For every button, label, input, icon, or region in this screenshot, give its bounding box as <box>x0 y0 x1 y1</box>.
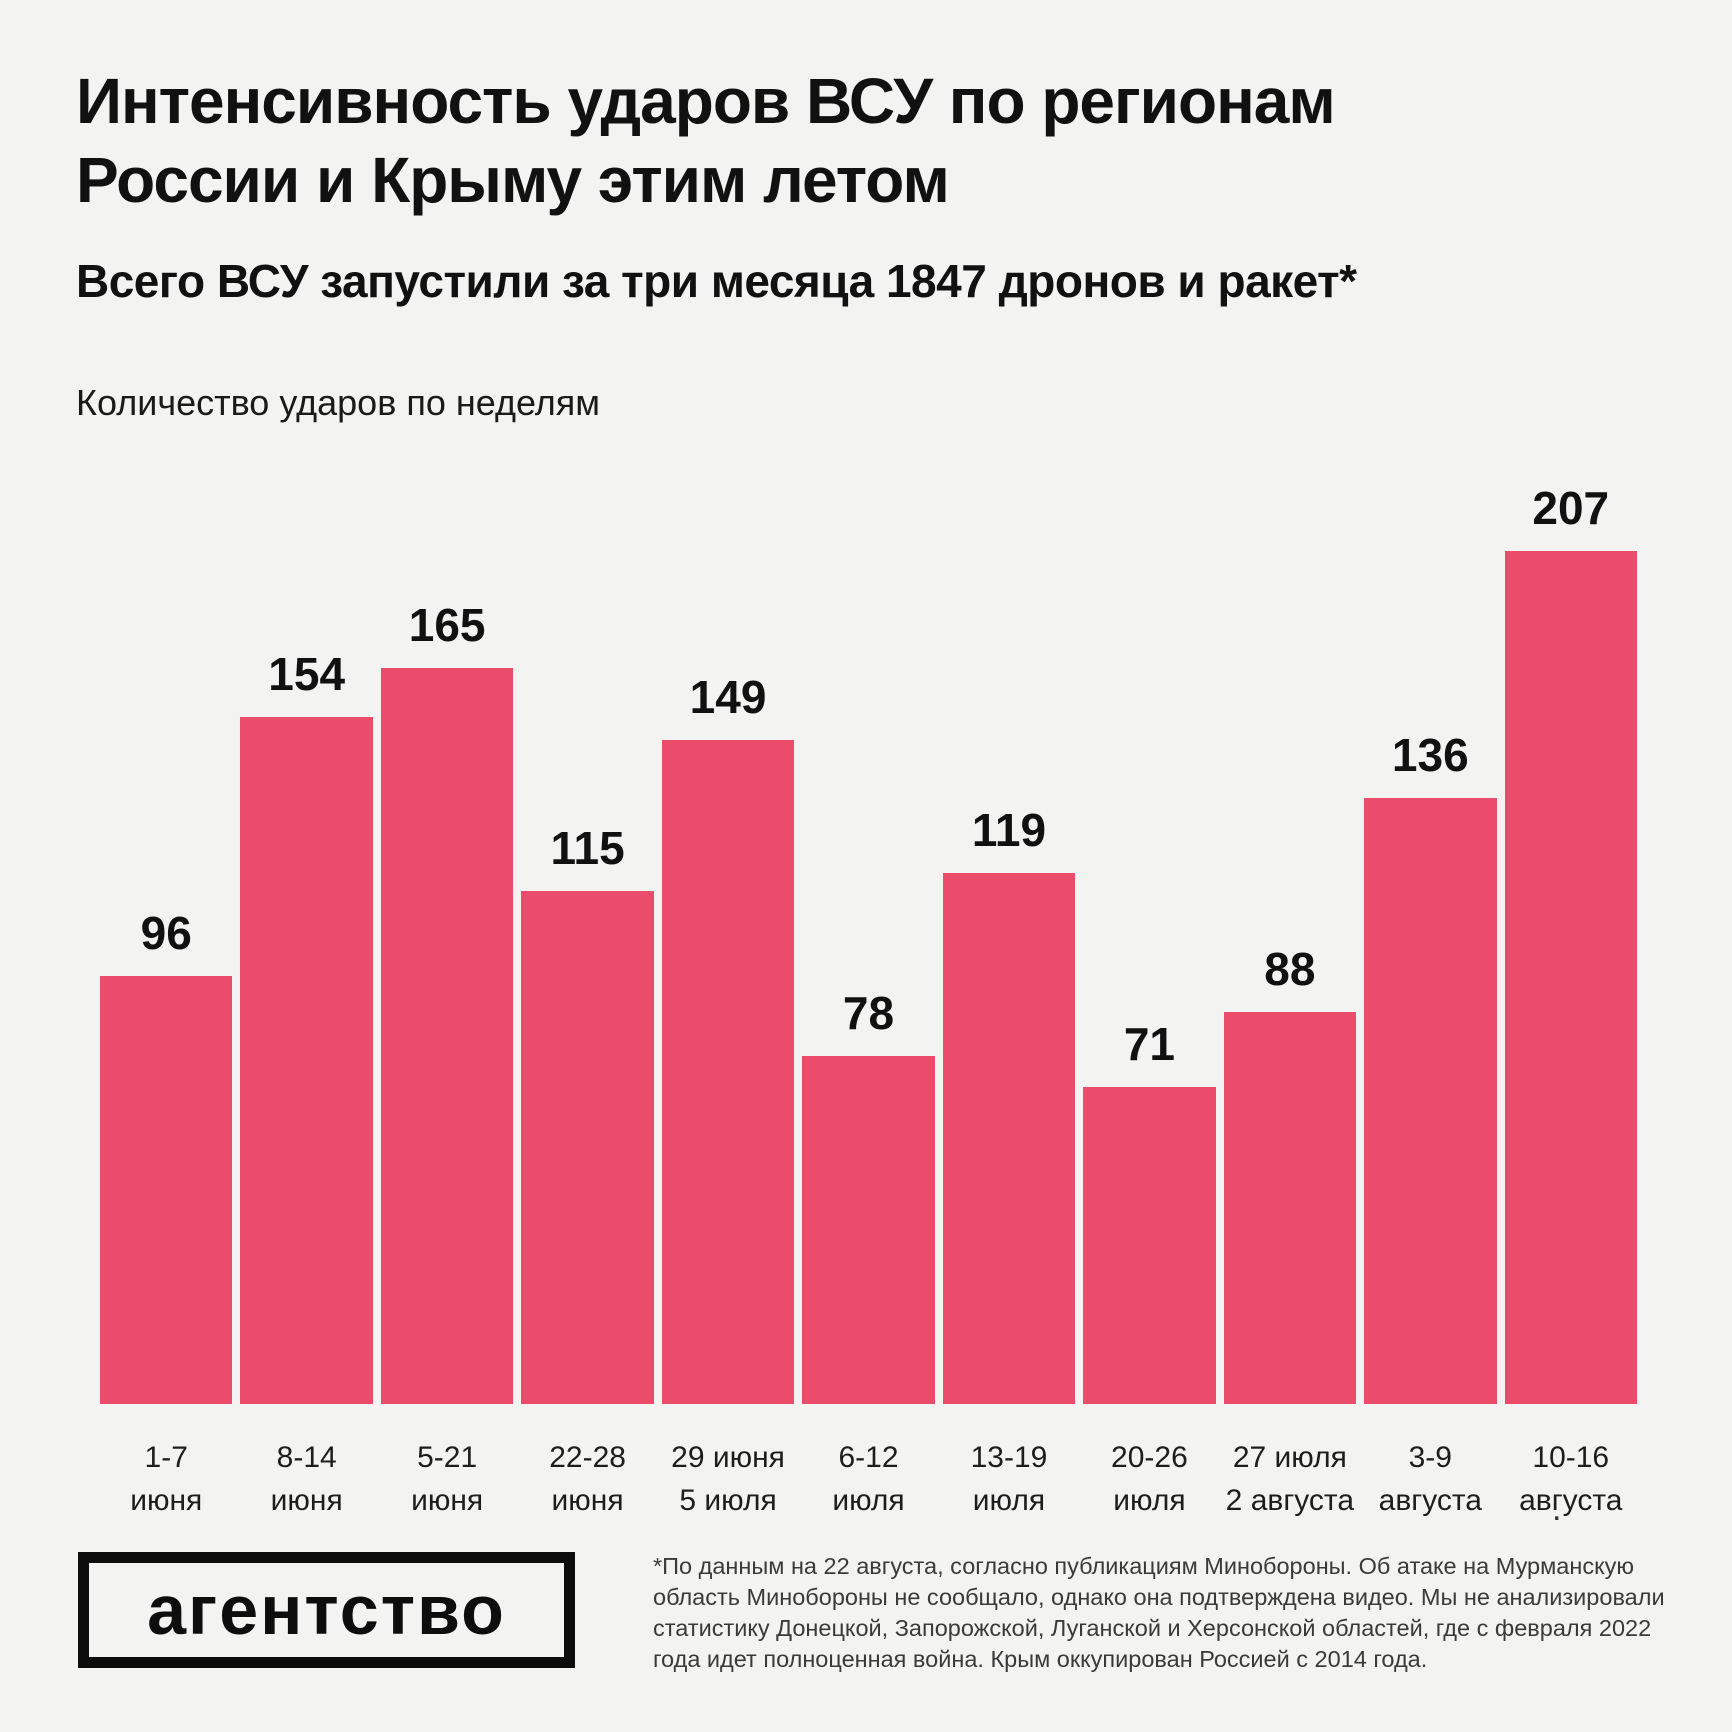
bar <box>1364 797 1497 1404</box>
bar-column: 71 <box>1083 481 1216 1404</box>
x-axis-label: 8-14 июня <box>240 1436 372 1522</box>
bar <box>1083 1087 1216 1404</box>
bar <box>661 739 795 1404</box>
footnote-line-4: года идет полноценная война. Крым оккупи… <box>653 1646 1428 1672</box>
x-axis-label: 20-26 июля <box>1083 1436 1215 1522</box>
bar-value-label: 136 <box>1391 728 1469 781</box>
bar <box>942 873 1076 1404</box>
footnote: *По данным на 22 августа, согласно публи… <box>653 1551 1665 1675</box>
bar-value-label: 96 <box>140 906 192 959</box>
bar-column: 119 <box>942 481 1076 1404</box>
x-axis-label: 1-7 июня <box>100 1436 232 1522</box>
bar <box>1504 551 1637 1404</box>
x-axis-label: 22-28 июня <box>521 1436 653 1522</box>
x-axis-label-line: июля <box>972 1484 1046 1517</box>
bar-column: 154 <box>240 481 373 1404</box>
x-axis-label-line: 8-14 <box>276 1441 337 1474</box>
x-axis-label: 5-21 июня <box>381 1436 513 1522</box>
bar-value-label: 78 <box>842 987 895 1040</box>
bar-column: 207 <box>1504 481 1637 1404</box>
bar-column: 78 <box>802 481 935 1404</box>
x-axis-label: 13-19 июля <box>943 1436 1075 1522</box>
footnote-line-2: область Минобороны не сообщало, однако о… <box>653 1584 1665 1610</box>
stray-dot: . <box>1552 1490 1562 1528</box>
bar-column: 115 <box>521 481 654 1404</box>
x-axis-label: 27 июля 2 августа <box>1224 1436 1356 1522</box>
x-axis-label: 3-9 августа <box>1364 1436 1496 1522</box>
x-axis-label-line: июня <box>411 1484 484 1517</box>
footnote-line-1: *По данным на 22 августа, согласно публи… <box>653 1553 1634 1579</box>
bar-value-label: 71 <box>1123 1018 1175 1071</box>
page-subtitle: Всего ВСУ запустили за три месяца 1847 д… <box>76 255 1357 307</box>
x-axis-label-line: 2 августа <box>1225 1484 1355 1517</box>
chart-units-label: Количество ударов по неделям <box>76 382 601 423</box>
bar-value-label: 115 <box>550 822 625 875</box>
x-axis-label-line: августа <box>1519 1484 1623 1517</box>
bar-column: 149 <box>661 481 795 1404</box>
x-axis-label-line: июня <box>270 1484 343 1517</box>
bar-value-label: 165 <box>408 599 486 652</box>
agentstvo-logo: агентство <box>78 1552 575 1668</box>
x-axis-label-line: 10-16 <box>1532 1441 1610 1474</box>
x-axis-label: 10-16 августа <box>1505 1436 1637 1522</box>
bar-chart: 96 154 165 115 149 78 119 71 88 136 207 <box>100 481 1637 1404</box>
bar <box>380 668 514 1404</box>
page-title-line-1: Интенсивность ударов ВСУ по регионам <box>76 65 1336 137</box>
footnote-line-3: статистику Донецкой, Запорожской, Луганс… <box>653 1615 1652 1641</box>
bar-value-label: 149 <box>689 670 767 723</box>
page-title-line-2: России и Крыму этим летом <box>76 143 950 216</box>
x-axis-label-line: июня <box>551 1484 624 1517</box>
bar-column: 88 <box>1223 481 1357 1404</box>
bar <box>100 975 233 1404</box>
bar-value-label: 119 <box>971 804 1047 857</box>
bar <box>802 1056 935 1404</box>
bar-value-label: 88 <box>1264 942 1316 995</box>
x-axis-label-line: 29 июня <box>671 1441 785 1474</box>
x-axis-label: 29 июня 5 июля <box>662 1436 794 1522</box>
x-axis-label-line: 13-19 <box>970 1441 1048 1474</box>
x-axis-label-line: 3-9 <box>1408 1441 1452 1474</box>
bar <box>240 717 373 1404</box>
x-axis-label-line: 27 июля <box>1232 1441 1347 1474</box>
bar-column: 165 <box>380 481 514 1404</box>
bar-column: 96 <box>100 481 233 1404</box>
x-axis-label-line: 6-12 <box>838 1441 899 1474</box>
x-axis-label-line: 22-28 <box>549 1441 626 1474</box>
x-axis-label-line: 1-7 <box>144 1441 188 1474</box>
x-axis-label-line: июня <box>130 1484 203 1517</box>
x-axis-label-line: 5-21 <box>417 1441 478 1474</box>
bar-column: 136 <box>1364 481 1497 1404</box>
x-axis-label-line: июля <box>1113 1484 1186 1517</box>
agentstvo-logo-text: агентство <box>147 1571 506 1649</box>
bar-value-label: 154 <box>268 648 346 701</box>
x-axis-labels: 1-7 июня 8-14 июня 5-21 июня 22-28 июня 29 июня 5… <box>100 1436 1637 1522</box>
page-title: Интенсивность ударов ВСУ по регионам Рос… <box>76 62 1656 219</box>
x-axis-label-line: августа <box>1378 1484 1482 1517</box>
x-axis-label-line: 20-26 <box>1111 1441 1188 1474</box>
x-axis-label-line: июля <box>832 1484 905 1517</box>
bar <box>521 891 654 1404</box>
x-axis-label-line: 5 июля <box>679 1484 777 1517</box>
bar-value-label: 207 <box>1532 482 1610 534</box>
bar <box>1223 1011 1357 1404</box>
x-axis-label: 6-12 июля <box>802 1436 934 1522</box>
